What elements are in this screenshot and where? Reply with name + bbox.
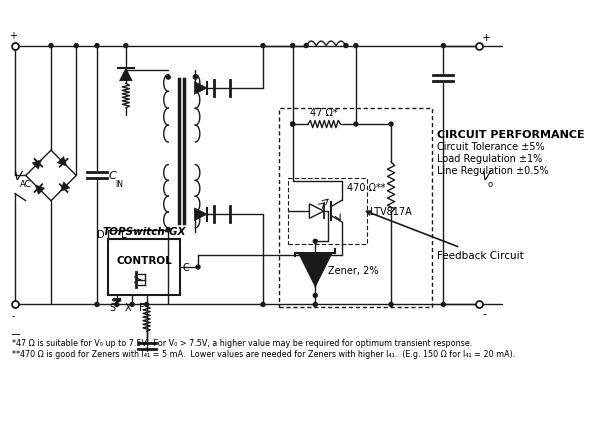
Text: Feedback Circuit: Feedback Circuit — [367, 211, 524, 261]
Circle shape — [313, 294, 317, 298]
Text: *47 Ω is suitable for V₀ up to 7.5V.  For V₀ > 7.5V, a higher value may be requi: *47 Ω is suitable for V₀ up to 7.5V. For… — [12, 338, 472, 347]
Text: TOPSwitch-GX: TOPSwitch-GX — [102, 227, 185, 237]
Text: **470 Ω is good for Zeners with I₄₁ = 5 mA.  Lower values are needed for Zeners : **470 Ω is good for Zeners with I₄₁ = 5 … — [12, 349, 515, 358]
Text: F: F — [139, 302, 145, 312]
Text: IN: IN — [115, 179, 123, 188]
Circle shape — [442, 45, 445, 49]
Circle shape — [74, 45, 78, 49]
Polygon shape — [119, 69, 132, 82]
Text: X: X — [124, 302, 131, 312]
Circle shape — [354, 45, 358, 49]
Circle shape — [193, 76, 197, 80]
Polygon shape — [35, 185, 45, 195]
Text: C: C — [182, 263, 190, 273]
Text: 470 Ω**: 470 Ω** — [347, 183, 386, 193]
Text: o: o — [488, 179, 493, 188]
Text: S: S — [109, 302, 115, 312]
Circle shape — [291, 123, 295, 127]
Text: +: + — [9, 31, 17, 41]
Circle shape — [344, 45, 348, 49]
Circle shape — [442, 303, 445, 307]
Circle shape — [389, 123, 393, 127]
Circle shape — [196, 266, 200, 270]
Polygon shape — [57, 157, 67, 167]
Circle shape — [313, 240, 317, 244]
Text: L: L — [121, 230, 127, 240]
Circle shape — [313, 303, 317, 307]
Circle shape — [95, 45, 99, 49]
Circle shape — [49, 45, 53, 49]
Circle shape — [261, 303, 265, 307]
Polygon shape — [61, 182, 70, 192]
Polygon shape — [298, 253, 332, 287]
Circle shape — [389, 303, 393, 307]
Circle shape — [291, 45, 295, 49]
Circle shape — [166, 228, 170, 232]
Text: AC: AC — [20, 179, 32, 188]
Text: 47 Ω*: 47 Ω* — [310, 108, 338, 118]
Bar — [108, 239, 180, 296]
Circle shape — [124, 45, 128, 49]
Text: -: - — [482, 308, 486, 318]
Text: V: V — [481, 169, 490, 182]
Circle shape — [145, 303, 149, 307]
Bar — [288, 179, 367, 244]
Text: CIRCUIT PERFORMANCE: CIRCUIT PERFORMANCE — [437, 129, 584, 139]
Circle shape — [291, 123, 295, 127]
Circle shape — [261, 45, 265, 49]
Text: +: + — [482, 33, 491, 43]
Polygon shape — [194, 208, 207, 221]
Text: CONTROL: CONTROL — [116, 255, 172, 265]
Circle shape — [130, 303, 134, 307]
Polygon shape — [194, 82, 207, 95]
Text: C: C — [109, 171, 116, 181]
Text: Load Regulation ±1%: Load Regulation ±1% — [437, 154, 542, 164]
Bar — [279, 108, 431, 307]
Circle shape — [95, 303, 99, 307]
Text: Line Regulation ±0.5%: Line Regulation ±0.5% — [437, 165, 548, 175]
Circle shape — [166, 76, 170, 80]
Text: LTV817A: LTV817A — [370, 207, 412, 217]
Text: Zener, 2%: Zener, 2% — [328, 265, 379, 275]
Text: Circuit Tolerance ±5%: Circuit Tolerance ±5% — [437, 142, 545, 152]
Text: -: - — [11, 310, 15, 320]
Circle shape — [304, 45, 308, 49]
Circle shape — [115, 303, 119, 307]
Text: V: V — [13, 169, 22, 182]
Circle shape — [354, 123, 358, 127]
Text: D: D — [97, 230, 105, 240]
Polygon shape — [32, 160, 41, 170]
